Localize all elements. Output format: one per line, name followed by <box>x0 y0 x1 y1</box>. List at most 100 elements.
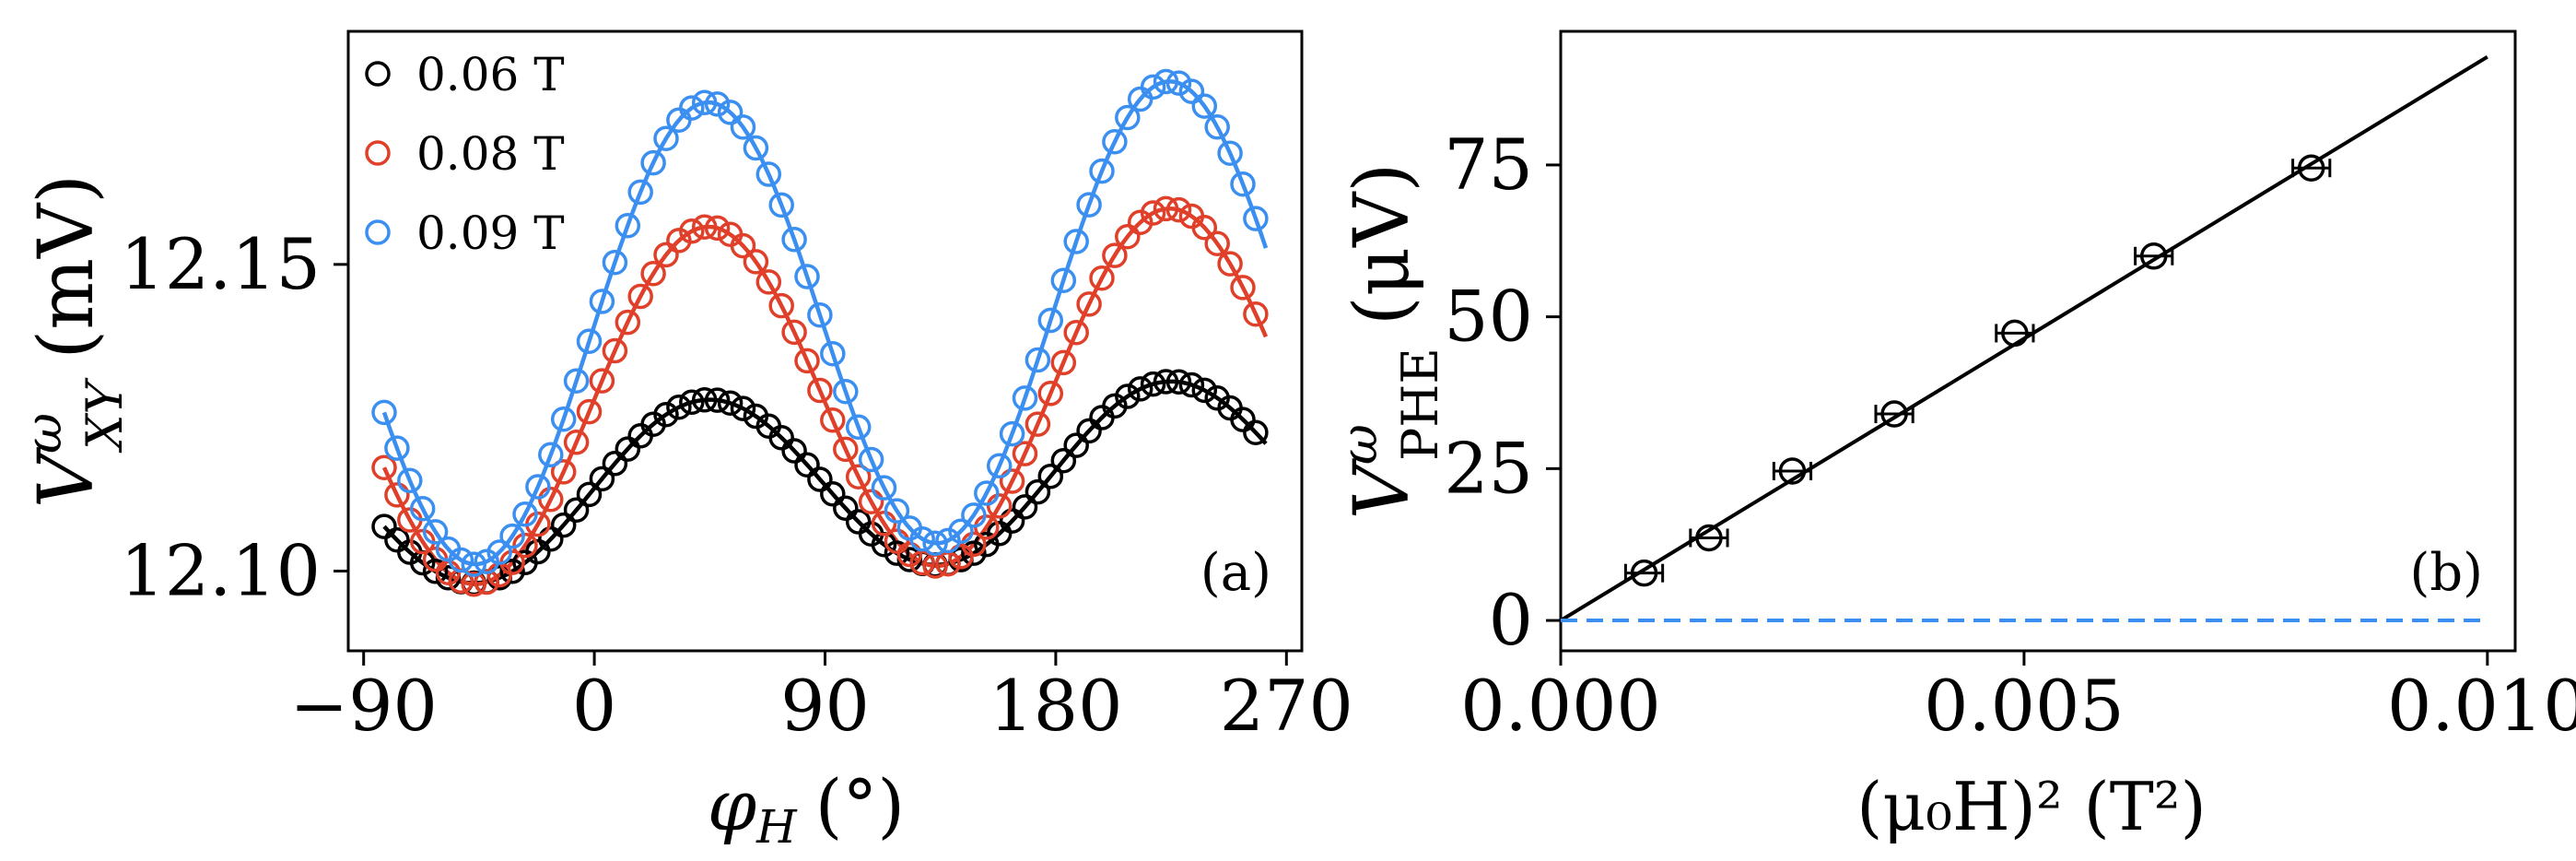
data-point <box>1115 223 1141 250</box>
legend-marker <box>365 61 391 87</box>
y-tick-label-a: 12.10 <box>120 530 321 612</box>
data-point <box>833 495 859 522</box>
panel-label-b: (b) <box>2409 543 2483 603</box>
data-point <box>666 394 692 420</box>
data-point <box>986 493 1013 519</box>
data-point <box>730 395 756 421</box>
data-point <box>563 368 590 394</box>
data-point <box>448 547 474 573</box>
data-point <box>730 114 756 140</box>
y-tick-label-b: 0 <box>1489 579 1533 661</box>
data-point <box>807 466 833 492</box>
x-tick-label-a: 180 <box>989 665 1122 747</box>
data-point <box>499 559 525 584</box>
data-point <box>512 532 538 559</box>
data-point <box>1191 215 1218 241</box>
data-point <box>615 436 641 462</box>
data-point <box>961 540 987 566</box>
data-point <box>397 467 423 494</box>
data-point <box>2001 319 2029 348</box>
data-point <box>1191 377 1218 404</box>
data-point <box>1140 371 1166 397</box>
data-point <box>986 521 1013 547</box>
data-point <box>1076 291 1102 317</box>
data-point <box>538 526 564 552</box>
x-axis-label-a: φH (°) <box>708 764 905 854</box>
data-point <box>602 249 628 276</box>
data-point <box>1089 265 1115 291</box>
data-point <box>807 301 833 328</box>
data-point <box>1140 200 1166 226</box>
data-point <box>1695 524 1723 552</box>
data-point <box>781 319 807 346</box>
data-point <box>909 549 935 576</box>
data-point <box>589 289 615 314</box>
data-point <box>615 213 641 239</box>
data-point <box>820 340 846 367</box>
data-point <box>1204 114 1230 140</box>
data-point <box>640 149 666 176</box>
x-tick-label-a: −90 <box>289 665 437 747</box>
data-point <box>1012 385 1038 411</box>
data-point <box>743 249 769 275</box>
legend-marker <box>365 219 391 245</box>
x-axis-label-b: (μ₀H)² (T²) <box>1856 768 2206 845</box>
data-point <box>486 539 512 565</box>
x-tick-label-a: 90 <box>780 665 870 747</box>
data-point <box>563 497 590 524</box>
data-point <box>858 489 884 514</box>
data-point <box>833 436 859 463</box>
legend-label: 0.08 T <box>416 127 565 181</box>
x-tick-label-b: 0.000 <box>1460 665 1661 747</box>
data-point <box>1165 369 1192 395</box>
data-point <box>691 387 718 413</box>
data-point <box>1012 441 1038 466</box>
plot-frame-b <box>1559 29 2517 653</box>
data-point <box>961 502 987 528</box>
data-point <box>589 368 615 394</box>
data-point <box>461 551 487 577</box>
data-point <box>589 466 615 492</box>
data-point <box>845 464 872 489</box>
data-point <box>1217 251 1243 277</box>
data-point <box>1063 319 1089 346</box>
data-point <box>1178 78 1205 104</box>
data-points-a <box>371 68 1269 597</box>
data-point <box>1037 463 1064 489</box>
data-point <box>1025 478 1051 505</box>
data-point <box>384 435 410 461</box>
data-point <box>768 192 794 218</box>
data-point <box>884 498 910 524</box>
data-point <box>576 398 603 425</box>
data-point <box>896 541 923 568</box>
data-point <box>999 420 1025 447</box>
data-point <box>1153 68 1179 95</box>
data-point <box>807 377 833 404</box>
data-point <box>884 540 910 566</box>
data-point <box>1050 447 1077 474</box>
data-point <box>820 407 846 433</box>
data-point <box>691 89 718 116</box>
data-point <box>422 519 449 545</box>
data-point <box>794 264 820 289</box>
data-point <box>525 474 551 500</box>
data-point <box>640 261 666 287</box>
data-point <box>794 348 820 374</box>
data-point <box>1243 301 1269 327</box>
data-point <box>1165 196 1192 223</box>
data-point <box>755 269 782 295</box>
data-point <box>550 459 577 485</box>
data-point <box>1630 559 1658 587</box>
data-point <box>525 538 551 565</box>
data-point <box>1025 347 1051 373</box>
data-point <box>2297 154 2325 182</box>
data-point <box>948 518 974 544</box>
data-point <box>1243 206 1269 231</box>
data-point <box>371 399 397 426</box>
data-point <box>755 161 782 187</box>
data-point <box>704 91 731 117</box>
data-point <box>845 414 872 441</box>
x-tick-label-a: 0 <box>572 665 616 747</box>
